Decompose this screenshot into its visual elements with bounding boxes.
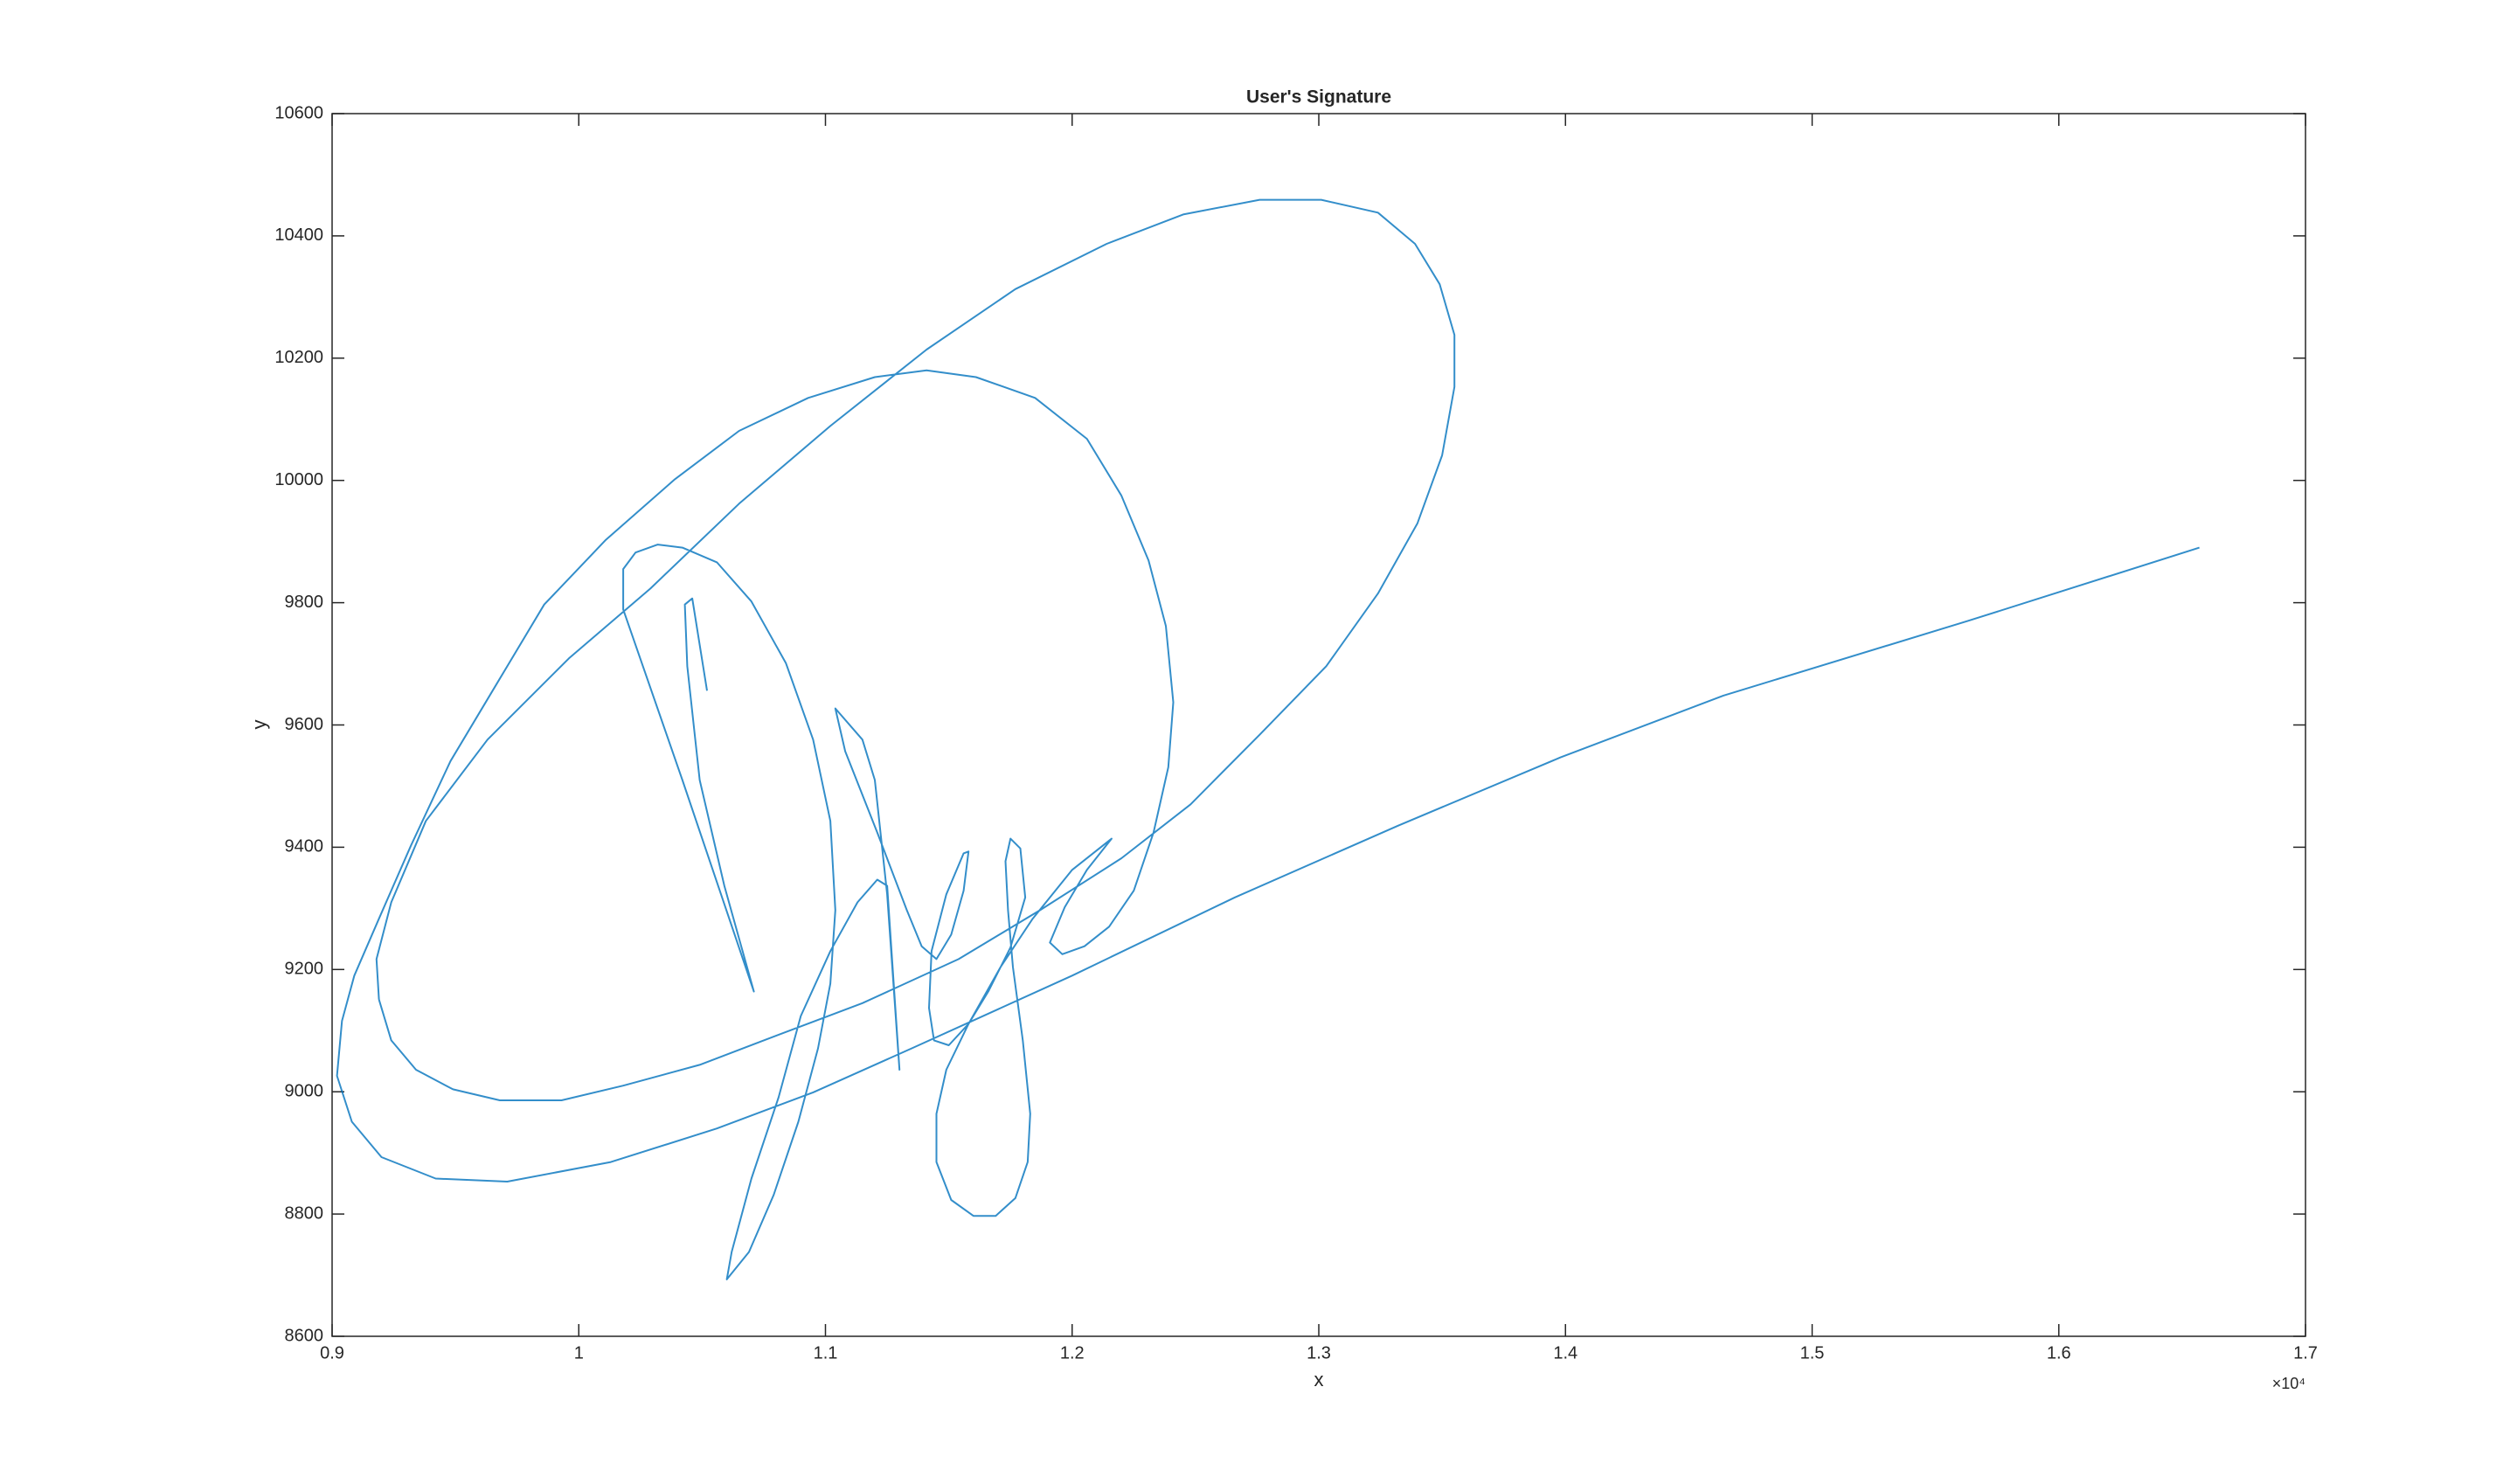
x-tick-label: 1.4	[1553, 1343, 1577, 1363]
x-tick-label: 1.6	[2047, 1343, 2071, 1363]
x-tick-label: 1.1	[814, 1343, 838, 1363]
x-tick-label: 1.5	[1800, 1343, 1825, 1363]
x-tick-label: 0.9	[320, 1343, 344, 1363]
y-axis-label: y	[248, 720, 270, 730]
x-exponent: ×10⁴	[2272, 1375, 2306, 1392]
signature-line	[336, 198, 2200, 1280]
y-tick-label: 8800	[285, 1203, 324, 1223]
y-tick-label: 10200	[274, 348, 323, 367]
y-tick-label: 9800	[285, 593, 324, 612]
chart-title: User's Signature	[1246, 87, 1391, 107]
x-tick-label: 1	[574, 1343, 584, 1363]
y-tick-label: 8600	[285, 1326, 324, 1345]
x-tick-label: 1.3	[1307, 1343, 1331, 1363]
y-tick-label: 9000	[285, 1081, 324, 1100]
x-tick-label: 1.7	[2293, 1343, 2318, 1363]
x-tick-label: 1.2	[1060, 1343, 1085, 1363]
y-tick-label: 9600	[285, 715, 324, 734]
y-tick-label: 10600	[274, 103, 323, 122]
y-tick-label: 10000	[274, 470, 323, 489]
y-tick-label: 9400	[285, 837, 324, 856]
y-tick-label: 10400	[274, 225, 323, 245]
x-axis-label: x	[1314, 1369, 1324, 1390]
y-tick-label: 9200	[285, 960, 324, 979]
